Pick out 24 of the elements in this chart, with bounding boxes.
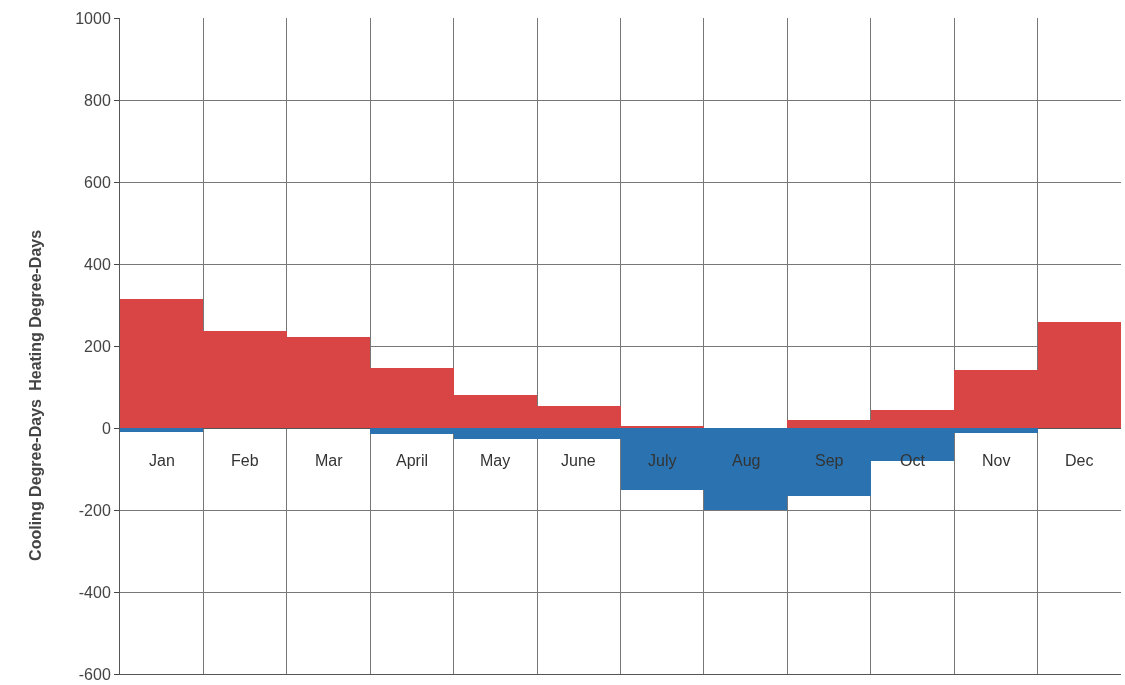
x-tick-label: Jan [149,452,175,469]
bar [120,428,203,432]
x-tick-label: Aug [732,452,761,469]
x-tick-label: May [480,452,511,469]
y-tick-label: 200 [84,337,111,355]
text: Cooling Degree-Days [26,398,44,561]
x-tick-label: July [648,452,677,469]
y-tick-label: 800 [84,91,111,109]
x-tick-label: Nov [982,452,1011,469]
x-tick-label: Sep [815,452,844,469]
y-tick-label: 600 [84,173,111,191]
y-tick-label: -400 [78,583,111,601]
y-tick-label: -200 [78,501,111,519]
y-tick-label: 1000 [75,9,111,27]
x-tick-label: April [396,452,429,469]
x-tick-label: Mar [315,452,344,469]
x-tick-label: June [561,452,596,469]
y-tick-label: 400 [84,255,111,273]
x-tick-label: Dec [1065,452,1094,469]
y-tick-label: -600 [78,665,111,683]
x-tick-label: Oct [900,452,926,469]
y-tick-label: 0 [101,419,111,437]
text: Heating Degree-Days [26,229,44,391]
x-tick-label: Feb [231,452,259,469]
